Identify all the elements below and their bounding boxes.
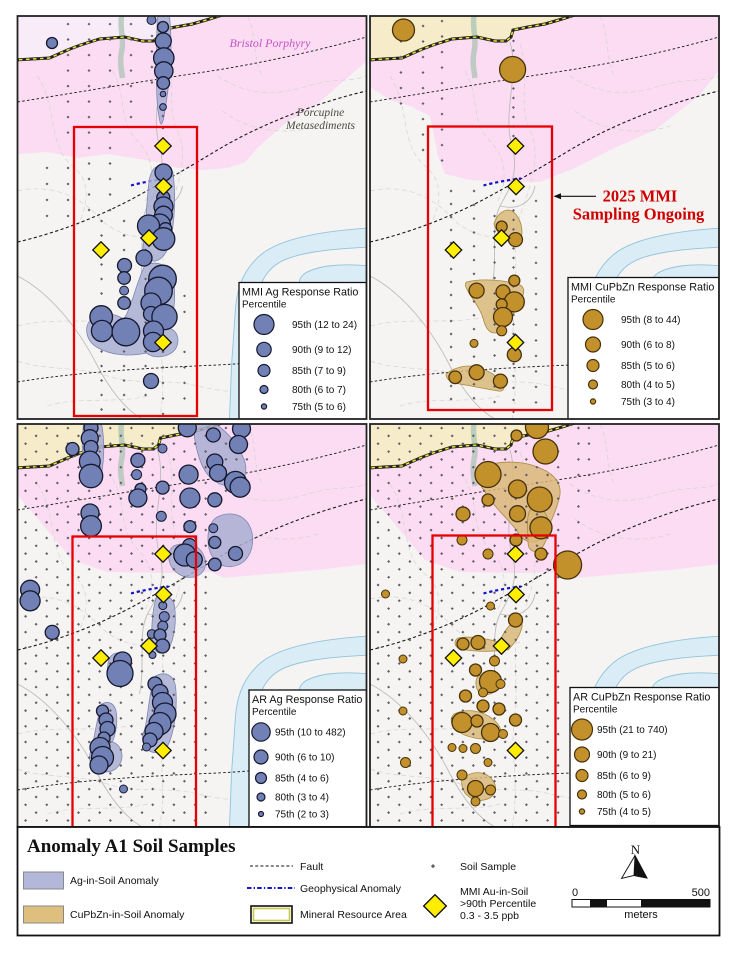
svg-text:500: 500 (692, 887, 710, 899)
svg-text:2025 MMI: 2025 MMI (603, 187, 678, 206)
svg-text:Fault: Fault (300, 861, 323, 873)
svg-text:AR Ag Response Ratio: AR Ag Response Ratio (252, 694, 362, 706)
svg-text:80th (3 to 4): 80th (3 to 4) (275, 793, 329, 804)
svg-text:95th (12 to 24): 95th (12 to 24) (292, 320, 357, 331)
svg-text:95th (21 to 740): 95th (21 to 740) (597, 725, 668, 736)
svg-text:Anomaly A1 Soil Samples: Anomaly A1 Soil Samples (27, 836, 236, 857)
svg-text:MMI Au-in-Soil: MMI Au-in-Soil (460, 886, 528, 898)
svg-text:85th (4 to 6): 85th (4 to 6) (275, 774, 329, 785)
svg-text:Geophysical Anomaly: Geophysical Anomaly (300, 883, 402, 895)
svg-text:80th (6 to 7): 80th (6 to 7) (292, 385, 346, 396)
svg-text:Percentile: Percentile (571, 295, 616, 306)
svg-text:85th (6 to 9): 85th (6 to 9) (597, 771, 651, 782)
svg-text:Metasediments: Metasediments (285, 120, 356, 132)
svg-text:CuPbZn-in-Soil Anomaly: CuPbZn-in-Soil Anomaly (70, 909, 185, 921)
svg-text:Mineral Resource Area: Mineral Resource Area (300, 909, 407, 921)
svg-text:Sampling Ongoing: Sampling Ongoing (573, 205, 705, 224)
svg-text:0.3 - 3.5 ppb: 0.3 - 3.5 ppb (460, 910, 519, 922)
svg-text:Soil Sample: Soil Sample (460, 861, 516, 873)
svg-text:Porcupine: Porcupine (296, 107, 344, 119)
svg-text:Bristol Porphyry: Bristol Porphyry (230, 36, 312, 50)
svg-text:95th (8 to 44): 95th (8 to 44) (621, 315, 680, 326)
svg-text:90th (9 to 21): 90th (9 to 21) (597, 750, 656, 761)
svg-text:95th (10 to 482): 95th (10 to 482) (275, 728, 346, 739)
svg-text:75th (3 to 4): 75th (3 to 4) (621, 397, 675, 408)
svg-text:85th (7 to 9): 85th (7 to 9) (292, 366, 346, 377)
svg-text:>90th Percentile: >90th Percentile (460, 898, 536, 910)
svg-text:N: N (631, 842, 641, 857)
svg-text:AR CuPbZn Response Ratio: AR CuPbZn Response Ratio (573, 692, 710, 704)
svg-text:75th (4 to 5): 75th (4 to 5) (597, 807, 651, 818)
svg-text:Percentile: Percentile (573, 705, 618, 716)
svg-text:80th (5 to 6): 80th (5 to 6) (597, 790, 651, 801)
svg-text:90th (6 to 10): 90th (6 to 10) (275, 753, 334, 764)
svg-text:90th (9 to 12): 90th (9 to 12) (292, 345, 351, 356)
svg-text:Percentile: Percentile (242, 300, 287, 311)
svg-text:meters: meters (624, 909, 658, 921)
svg-text:80th (4 to 5): 80th (4 to 5) (621, 380, 675, 391)
svg-text:MMI Ag Response Ratio: MMI Ag Response Ratio (242, 287, 358, 299)
svg-text:75th (2 to 3): 75th (2 to 3) (275, 810, 329, 821)
svg-text:75th (5 to 6): 75th (5 to 6) (292, 402, 346, 413)
svg-text:Ag-in-Soil Anomaly: Ag-in-Soil Anomaly (70, 875, 159, 887)
svg-text:85th (5 to 6): 85th (5 to 6) (621, 361, 675, 372)
svg-text:MMI CuPbZn Response Ratio: MMI CuPbZn Response Ratio (571, 282, 714, 294)
svg-text:Percentile: Percentile (252, 707, 297, 718)
svg-text:0: 0 (572, 887, 578, 899)
svg-text:90th (6 to 8): 90th (6 to 8) (621, 340, 675, 351)
